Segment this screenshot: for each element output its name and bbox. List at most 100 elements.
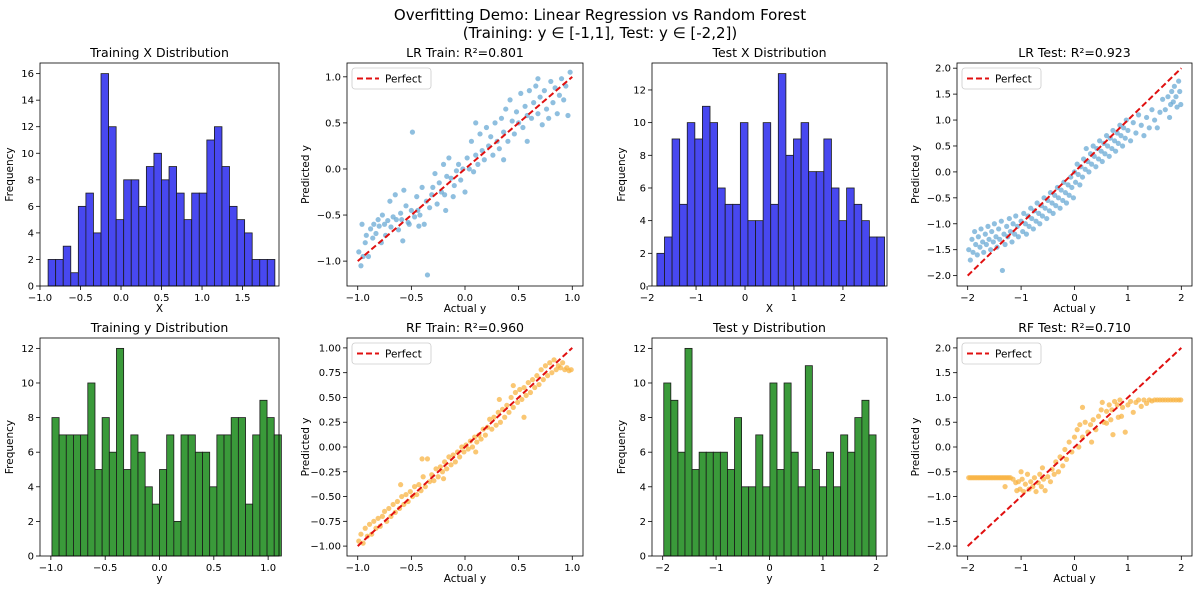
histogram-bar <box>861 220 870 287</box>
x-tick-label: 0.0 <box>152 563 168 574</box>
scatter-point <box>459 444 465 450</box>
scatter-point <box>395 227 402 233</box>
scatter-point <box>414 491 420 498</box>
scatter-point <box>1117 122 1123 128</box>
histogram-bar <box>221 166 230 287</box>
scatter-point <box>387 198 393 204</box>
scatter-point <box>477 131 483 137</box>
scatter-point <box>1039 465 1046 471</box>
histogram-bar <box>840 434 849 557</box>
scatter-point <box>376 223 382 229</box>
scatter-point <box>567 69 573 75</box>
scatter-point <box>1007 228 1014 235</box>
histogram-bar <box>94 469 103 557</box>
scatter-point <box>551 357 557 363</box>
perfect-line <box>357 76 573 262</box>
histogram-bar <box>244 232 253 287</box>
histogram-bar <box>663 382 672 557</box>
x-axis-label: Actual y <box>444 573 486 585</box>
y-tick-label: 2 <box>640 517 646 528</box>
scatter-point <box>386 505 392 512</box>
histogram-bar <box>187 434 196 557</box>
scatter-point <box>1114 402 1120 408</box>
scatter-point <box>1049 200 1055 206</box>
x-tick-label: 0.5 <box>511 293 527 304</box>
scatter-point <box>504 402 510 408</box>
perfect-line <box>967 347 1182 547</box>
histogram-bar <box>790 451 799 557</box>
histogram-bar <box>686 122 696 287</box>
subplot-lr-train-scatter: LR Train: R²=0.801 Actual y Predicted y … <box>300 45 584 315</box>
scatter-point <box>1103 420 1110 426</box>
scatter-point <box>1075 171 1081 178</box>
scatter-point <box>1133 130 1139 136</box>
y-axis-label: Predicted y <box>300 418 312 477</box>
scatter-point <box>381 221 388 227</box>
scatter-point <box>434 201 440 207</box>
histogram-bar <box>123 469 132 557</box>
y-tick-label: 0.0 <box>935 167 951 178</box>
scatter-point <box>1066 439 1072 445</box>
scatter-point <box>501 157 507 163</box>
x-tick-label: −1.0 <box>346 293 370 304</box>
scatter-point <box>513 109 520 115</box>
scatter-point <box>1004 223 1010 229</box>
histogram-bar <box>734 417 742 557</box>
y-tick-label: 16 <box>21 69 34 80</box>
scatter-point <box>1141 133 1147 139</box>
histogram-bar <box>115 219 125 287</box>
scatter-point <box>465 446 471 452</box>
perfect-line <box>357 347 573 547</box>
y-tick-label: 1.5 <box>935 368 951 379</box>
scatter-point <box>403 203 409 209</box>
histogram-bar <box>237 417 246 557</box>
x-tick-label: 0 <box>766 563 772 574</box>
y-tick-label: −0.25 <box>310 467 341 478</box>
scatter-point <box>496 146 502 152</box>
scatter-point <box>547 360 553 366</box>
scatter-point <box>478 436 484 442</box>
histogram-bar <box>755 434 764 557</box>
y-tick-label: 4 <box>640 482 646 493</box>
scatter-point <box>557 365 564 371</box>
histogram-bar <box>245 503 254 557</box>
scatter-point <box>366 521 373 527</box>
histogram-bar <box>846 187 855 287</box>
scatter-point <box>546 115 552 121</box>
scatter-point <box>1138 122 1144 128</box>
scatter-point <box>1079 174 1086 180</box>
histogram-bar <box>861 399 870 557</box>
scatter-point <box>554 111 560 117</box>
histogram-bar <box>819 486 827 557</box>
scatter-point <box>539 122 545 128</box>
scatter-point <box>1022 481 1028 487</box>
scatter-point <box>437 464 443 470</box>
y-tick-label: 2.0 <box>935 343 951 354</box>
x-tick-label: 1.0 <box>564 293 580 304</box>
scatter-point <box>970 249 976 255</box>
axes-frame <box>346 62 584 287</box>
subplot-title: RF Train: R²=0.960 <box>406 320 524 335</box>
y-tick-label: −1.0 <box>317 257 341 268</box>
scatter-point <box>427 479 433 485</box>
scatter-point <box>1083 145 1089 152</box>
scatter-point <box>1127 398 1134 405</box>
histogram-bar <box>793 138 802 287</box>
histogram-bar <box>719 451 728 557</box>
scatter-point <box>1068 174 1074 180</box>
y-tick-label: 2 <box>28 517 34 528</box>
histogram-bar <box>748 486 757 557</box>
histogram-bar <box>797 486 806 557</box>
scatter-point <box>1088 161 1095 167</box>
x-tick-label: 0.5 <box>511 563 527 574</box>
scatter-point <box>492 120 498 126</box>
scatter-point <box>409 129 416 135</box>
histogram-bar <box>168 166 178 287</box>
scatter-point <box>1022 221 1028 227</box>
scatter-point <box>998 218 1004 224</box>
scatter-point <box>1055 195 1062 201</box>
scatter-point <box>440 476 447 482</box>
scatter-point <box>1170 99 1176 105</box>
y-tick-label: −0.5 <box>927 467 951 478</box>
y-axis-label: Frequency <box>616 420 628 474</box>
